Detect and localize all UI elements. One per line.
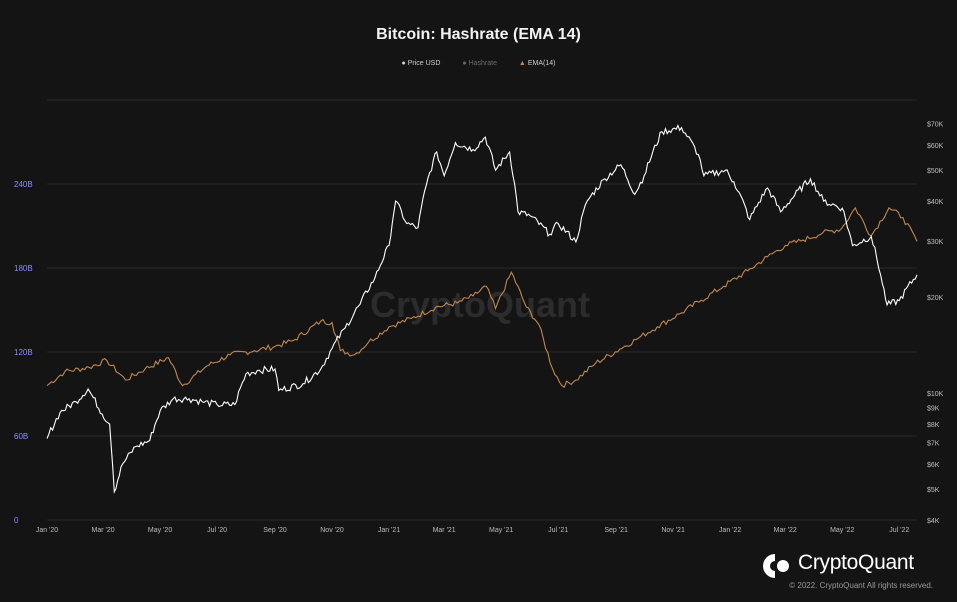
brand-logo: CryptoQuant [762,550,942,578]
y-right-tick-label: $9K [927,406,940,413]
y-left-tick-label: 120B [14,348,33,357]
legend-label-price: Price USD [407,60,441,67]
x-tick-label: May '21 [489,527,513,534]
x-tick-label: Jul '22 [889,527,909,534]
cryptoquant-logo-icon [763,554,789,578]
chart-title: Bitcoin: Hashrate (EMA 14) [376,26,581,43]
x-tick-label: Jan '21 [378,527,400,534]
y-right-tick-label: $4K [927,518,940,525]
y-right-tick-label: $7K [927,440,940,447]
x-tick-label: May '22 [830,527,854,534]
series-layer [46,124,918,494]
x-tick-label: Mar '22 [774,527,797,534]
x-tick-label: Jan '22 [719,527,741,534]
y-right-tick-label: $50K [927,168,944,175]
brand-name: CryptoQuant [798,551,914,574]
y-left-tick-label: 240B [14,180,33,189]
x-tick-label: Mar '21 [433,527,456,534]
x-tick-label: Sep '21 [604,527,628,534]
chart-legend: ● Price USD ● Hashrate ▲ EMA(14) [0,60,957,67]
left-axis: 0 60B 120B 180B 240B [14,180,33,525]
x-tick-label: Sep '20 [263,527,287,534]
y-left-tick-label: 60B [14,432,28,441]
x-tick-label: May '20 [148,527,172,534]
copyright-text: © 2022. CryptoQuant All rights reserved. [789,581,933,590]
right-axis: $4K $5K $6K $7K $8K $9K $10K $20K $30K $40K $50K $6… [927,122,944,525]
x-tick-label: Jul '21 [548,527,568,534]
x-tick-label: Mar '20 [92,527,115,534]
series-line-ema [46,206,918,389]
x-tick-label: Jan '20 [36,527,58,534]
grid-layer [47,99,917,521]
y-right-tick-label: $8K [927,422,940,429]
x-tick-label: Nov '21 [661,527,685,534]
x-tick-label: Nov '20 [320,527,344,534]
y-left-tick-label: 180B [14,264,33,273]
legend-label-ema: EMA(14) [527,60,556,67]
x-axis: Jan '20 Mar '20 May '20 Jul '20 Sep '20 Nov '… [36,527,910,534]
legend-item-hashrate[interactable]: ● Hashrate [462,60,497,67]
series-line-price [46,124,918,494]
y-right-tick-label: $6K [927,462,940,469]
y-right-tick-label: $10K [927,391,944,398]
y-left-tick-label: 0 [14,516,19,525]
y-right-tick-label: $60K [927,143,944,150]
x-tick-label: Jul '20 [207,527,227,534]
y-right-tick-label: $5K [927,487,940,494]
legend-item-ema[interactable]: ▲ EMA(14) [518,60,556,67]
y-right-tick-label: $20K [927,295,944,302]
y-right-tick-label: $40K [927,199,944,206]
legend-label-hashrate: Hashrate [468,60,497,67]
y-right-tick-label: $70K [927,122,944,129]
y-right-tick-label: $30K [927,239,944,246]
legend-item-price[interactable]: ● Price USD [401,60,441,67]
